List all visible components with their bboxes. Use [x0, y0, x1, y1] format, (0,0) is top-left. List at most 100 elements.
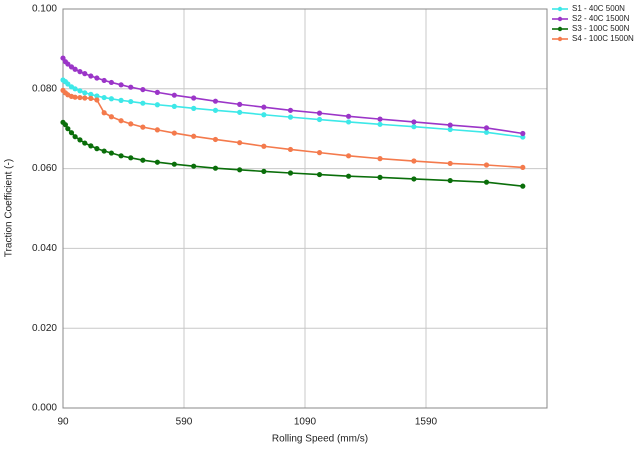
x-tick-label: 1590: [415, 417, 438, 428]
y-tick-label: 0.100: [32, 4, 57, 15]
data-point: [72, 66, 78, 72]
data-point: [345, 153, 352, 159]
data-point: [287, 146, 294, 153]
data-point: [108, 79, 114, 86]
data-point: [77, 94, 83, 101]
y-axis-label: Traction Coefficient (-): [4, 159, 15, 257]
data-point: [154, 89, 160, 95]
legend-marker: [557, 6, 563, 12]
data-point: [447, 122, 453, 128]
series-line: [62, 121, 523, 187]
data-point: [377, 174, 383, 180]
data-point: [287, 107, 294, 113]
data-point: [261, 112, 267, 118]
data-point: [411, 124, 417, 130]
data-point: [62, 122, 69, 128]
data-point: [68, 130, 75, 136]
legend-label: S3 - 100C 500N: [572, 24, 630, 33]
x-tick-label: 90: [57, 417, 69, 428]
data-point: [77, 69, 83, 75]
data-point: [65, 61, 71, 67]
data-point: [72, 94, 78, 100]
legend-label: S4 - 100C 1500N: [572, 34, 634, 43]
data-point: [345, 119, 352, 125]
data-point: [411, 119, 417, 125]
data-point: [118, 82, 124, 88]
x-axis-label: Rolling Speed (mm/s): [272, 434, 368, 445]
data-point: [77, 137, 83, 143]
data-point: [520, 164, 526, 171]
data-point: [108, 114, 114, 120]
data-point: [140, 124, 146, 130]
data-point: [345, 173, 352, 179]
legend-label: S1 - 40C 500N: [572, 4, 625, 13]
data-point: [118, 118, 124, 124]
data-point: [377, 116, 383, 122]
data-point: [411, 158, 417, 164]
data-point: [447, 126, 453, 133]
data-point: [72, 134, 78, 140]
data-point: [128, 121, 134, 127]
data-point: [154, 127, 160, 133]
data-point: [212, 136, 219, 143]
data-point: [212, 165, 219, 171]
data-point: [520, 134, 526, 140]
x-tick-label: 590: [176, 417, 193, 428]
data-point: [191, 105, 197, 111]
series-line: [62, 79, 523, 138]
data-point: [483, 162, 490, 168]
y-tick-label: 0.080: [32, 83, 57, 94]
data-point: [316, 171, 323, 178]
data-point: [261, 104, 267, 110]
data-point: [237, 140, 243, 146]
data-point: [261, 168, 267, 174]
data-point: [520, 130, 526, 137]
data-point: [377, 121, 383, 127]
data-point: [191, 133, 197, 139]
data-point: [483, 129, 490, 135]
data-point: [171, 130, 177, 136]
data-point: [88, 143, 94, 149]
data-point: [118, 97, 124, 103]
data-point: [520, 183, 526, 189]
data-point: [82, 71, 88, 77]
legend-marker: [557, 26, 563, 32]
data-point: [94, 146, 100, 152]
data-point: [212, 98, 219, 104]
data-point: [154, 159, 160, 165]
data-point: [411, 176, 417, 182]
data-point: [140, 157, 146, 163]
data-point: [212, 107, 219, 113]
data-point: [377, 156, 383, 162]
y-tick-label: 0.020: [32, 323, 57, 334]
data-point: [191, 95, 197, 101]
data-point: [237, 167, 243, 173]
legend-marker: [557, 16, 563, 22]
data-point: [88, 73, 94, 79]
data-point: [191, 163, 197, 169]
data-point: [94, 75, 100, 81]
y-tick-label: 0.000: [32, 403, 57, 414]
data-point: [128, 155, 134, 161]
data-point: [101, 110, 107, 116]
data-point: [447, 177, 453, 184]
data-point: [287, 170, 294, 176]
data-point: [88, 95, 94, 101]
data-point: [316, 110, 323, 116]
data-point: [237, 109, 243, 115]
data-point: [316, 116, 323, 123]
data-point: [171, 161, 177, 167]
series-line: [62, 57, 523, 135]
plot-frame: [62, 8, 548, 409]
data-point: [94, 93, 100, 99]
data-point: [88, 91, 94, 97]
data-point: [94, 97, 100, 103]
legend-label: S2 - 40C 1500N: [572, 14, 630, 23]
data-point: [140, 86, 146, 93]
data-point: [140, 100, 146, 106]
data-point: [483, 125, 490, 131]
y-tick-label: 0.040: [32, 243, 57, 254]
data-point: [261, 143, 267, 149]
data-point: [82, 140, 88, 146]
